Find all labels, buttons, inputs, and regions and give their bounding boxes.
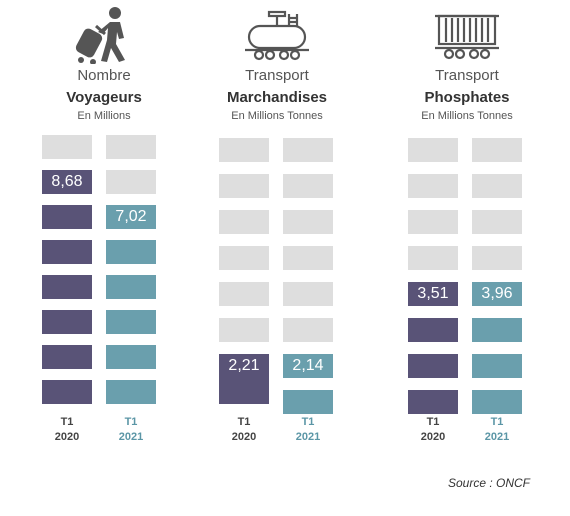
bar-block [408,354,458,378]
empty-block [408,210,458,234]
bar-block [408,318,458,342]
bar-block [42,345,92,369]
empty-block [219,174,269,198]
empty-block [283,282,333,306]
empty-block [283,138,333,162]
panel-title: Transport [245,67,309,84]
category-label-line2: 2020 [54,431,80,443]
empty-block [106,135,156,159]
panel-subtitle: Voyageurs [66,89,142,106]
empty-block [472,246,522,270]
category-label-line1: T1 [426,416,440,428]
data-label: 3,51 [417,285,449,302]
empty-block [42,135,92,159]
data-label: 2,21 [228,357,260,374]
empty-block [472,174,522,198]
category-label: T1 2021 [106,415,156,445]
category-label-line2: 2020 [231,431,257,443]
hopper-wagon-icon [379,4,555,64]
empty-block [472,210,522,234]
bar-block [106,240,156,264]
category-label-line1: T1 [237,416,251,428]
category-label-line2: 2021 [295,431,321,443]
bar-top-block: 3,51 [408,282,458,306]
empty-block [408,174,458,198]
category-label: T1 2021 [283,415,333,445]
category-label-line2: 2021 [484,431,510,443]
data-label: 8,68 [51,173,83,190]
bar-block [42,310,92,334]
empty-block [219,210,269,234]
panel-subtitle: Phosphates [424,89,510,106]
data-label: 2,14 [292,357,324,374]
empty-block [219,282,269,306]
category-label: T1 2020 [42,415,92,445]
category-label-line1: T1 [124,416,138,428]
bar-block [106,275,156,299]
bar-block [42,205,92,229]
bar-top-block: 3,96 [472,282,522,306]
category-label-line2: 2020 [420,431,446,443]
empty-block [408,138,458,162]
category-label-line2: 2021 [118,431,144,443]
empty-block [219,318,269,342]
panel-phosphates: Transport Phosphates En Millions Tonnes … [379,0,555,460]
data-label: 7,02 [115,208,147,225]
category-label: T1 2021 [472,415,522,445]
bar-block [472,318,522,342]
bar-block [283,390,333,414]
tank-wagon-icon [189,4,365,64]
category-label-line1: T1 [301,416,315,428]
panel-unit: En Millions Tonnes [421,110,513,122]
panel-unit: En Millions [77,110,131,122]
panel-title: Transport [435,67,499,84]
bar-block [106,345,156,369]
empty-block [283,174,333,198]
panel-unit: En Millions Tonnes [231,110,323,122]
bar-block [106,310,156,334]
empty-block [219,138,269,162]
bar-block [42,380,92,404]
empty-block [408,246,458,270]
bar-top-block: 2,21 [219,354,269,404]
panel-title: Nombre [77,67,131,84]
empty-block [283,246,333,270]
bar-top-block: 7,02 [106,205,156,229]
panel-subtitle: Marchandises [226,89,328,106]
category-label-line1: T1 [60,416,74,428]
category-label-line1: T1 [490,416,504,428]
category-label: T1 2020 [408,415,458,445]
bar-top-block: 2,14 [283,354,333,378]
empty-block [472,138,522,162]
bar-block [106,380,156,404]
empty-block [283,318,333,342]
empty-block [283,210,333,234]
bar-block [42,275,92,299]
traveler-icon [16,4,192,64]
panel-marchandises: Transport Marchandises En Millions Tonne… [189,0,365,460]
category-label: T1 2020 [219,415,269,445]
empty-block [219,246,269,270]
bar-top-block: 8,68 [42,170,92,194]
source-note: Source : ONCF [447,476,530,490]
bar-block [472,354,522,378]
bar-block [42,240,92,264]
bar-block [472,390,522,414]
empty-block [106,170,156,194]
bar-block [408,390,458,414]
data-label: 3,96 [481,285,513,302]
panel-voyageurs: Nombre Voyageurs En Millions 8,68 T1 2020 7… [16,0,192,460]
